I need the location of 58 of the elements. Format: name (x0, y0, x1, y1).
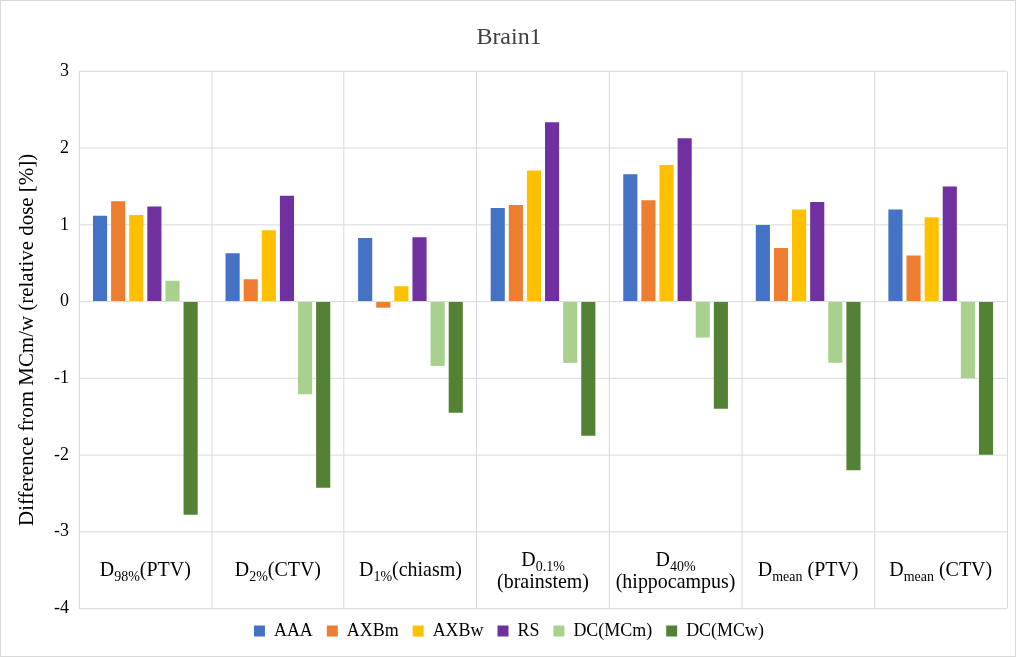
legend-label: AAA (273, 619, 313, 640)
bar (677, 138, 692, 302)
y-tick-label: -1 (54, 366, 70, 387)
legend-label: DC(MCw) (686, 619, 764, 641)
bar (225, 253, 240, 302)
bar (641, 200, 656, 302)
bar (316, 302, 331, 488)
bar (888, 209, 903, 302)
legend-label: AXBw (432, 619, 484, 640)
bar (581, 302, 596, 436)
bar (111, 201, 126, 302)
bar (183, 302, 198, 515)
bar (623, 174, 638, 302)
bar (92, 215, 108, 302)
bar (828, 302, 843, 363)
bar (659, 165, 674, 302)
bar (924, 217, 939, 302)
bar (508, 204, 523, 302)
bar (942, 186, 957, 302)
y-tick-label: -4 (54, 596, 70, 617)
y-tick-label: 0 (60, 290, 70, 311)
bar (906, 255, 921, 302)
bar (448, 302, 463, 413)
bar (773, 247, 789, 302)
y-tick-label: 2 (60, 136, 70, 157)
y-tick-label: -2 (54, 443, 70, 464)
bar (261, 230, 276, 302)
bar (430, 302, 445, 366)
bar (279, 195, 295, 302)
bar (526, 170, 542, 302)
bar (960, 302, 975, 379)
bar (147, 206, 162, 302)
bar (713, 302, 728, 409)
bar (792, 209, 807, 302)
bar (129, 214, 144, 302)
bar (298, 302, 313, 395)
legend-label: AXBm (346, 619, 399, 640)
bar (978, 302, 994, 455)
bar (695, 302, 710, 338)
bar (810, 201, 825, 302)
bar (846, 302, 861, 471)
legend-label: DC(MCm) (573, 619, 653, 641)
legend-label: RS (517, 619, 540, 640)
bar (358, 237, 373, 302)
bar (563, 302, 578, 363)
bar (490, 208, 505, 302)
chart-title: Brain1 (476, 22, 542, 49)
bar (394, 286, 409, 302)
y-tick-label: -3 (54, 520, 70, 541)
bar (545, 122, 560, 302)
y-axis-title: Difference from MCm/w (relative dose [%]) (14, 153, 39, 526)
y-tick-label: 3 (60, 60, 70, 81)
bar (243, 279, 258, 302)
bar (165, 280, 180, 302)
bar (376, 302, 391, 308)
bar (755, 224, 770, 302)
y-tick-label: 1 (60, 213, 70, 234)
bar (412, 237, 427, 302)
